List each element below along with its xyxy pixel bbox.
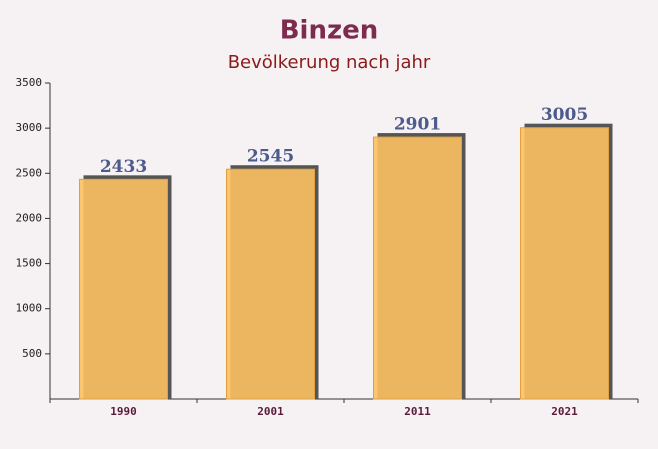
bar: [373, 136, 462, 400]
y-tick-label: 2000: [16, 211, 43, 224]
x-tick-label: 1990: [110, 405, 137, 418]
value-label: 3005: [541, 105, 588, 125]
y-tick-label: 1000: [16, 302, 43, 315]
x-tick-label: 2021: [551, 405, 578, 418]
y-tick-label: 2500: [16, 166, 43, 179]
y-tick-label: 500: [22, 347, 42, 360]
value-label: 2545: [247, 147, 294, 167]
bar: [79, 178, 168, 400]
y-tick-label: 3500: [16, 76, 43, 89]
x-tick-label: 2011: [404, 405, 431, 418]
x-tick-label: 2001: [257, 405, 284, 418]
y-tick-label: 1500: [16, 257, 43, 270]
value-label: 2433: [100, 157, 147, 177]
bar: [226, 168, 315, 400]
value-label: 2901: [394, 115, 441, 135]
chart-title: Binzen: [280, 16, 379, 46]
chart-subtitle: Bevölkerung nach jahr: [228, 52, 431, 73]
bar: [520, 127, 609, 400]
y-tick-label: 3000: [16, 121, 43, 134]
